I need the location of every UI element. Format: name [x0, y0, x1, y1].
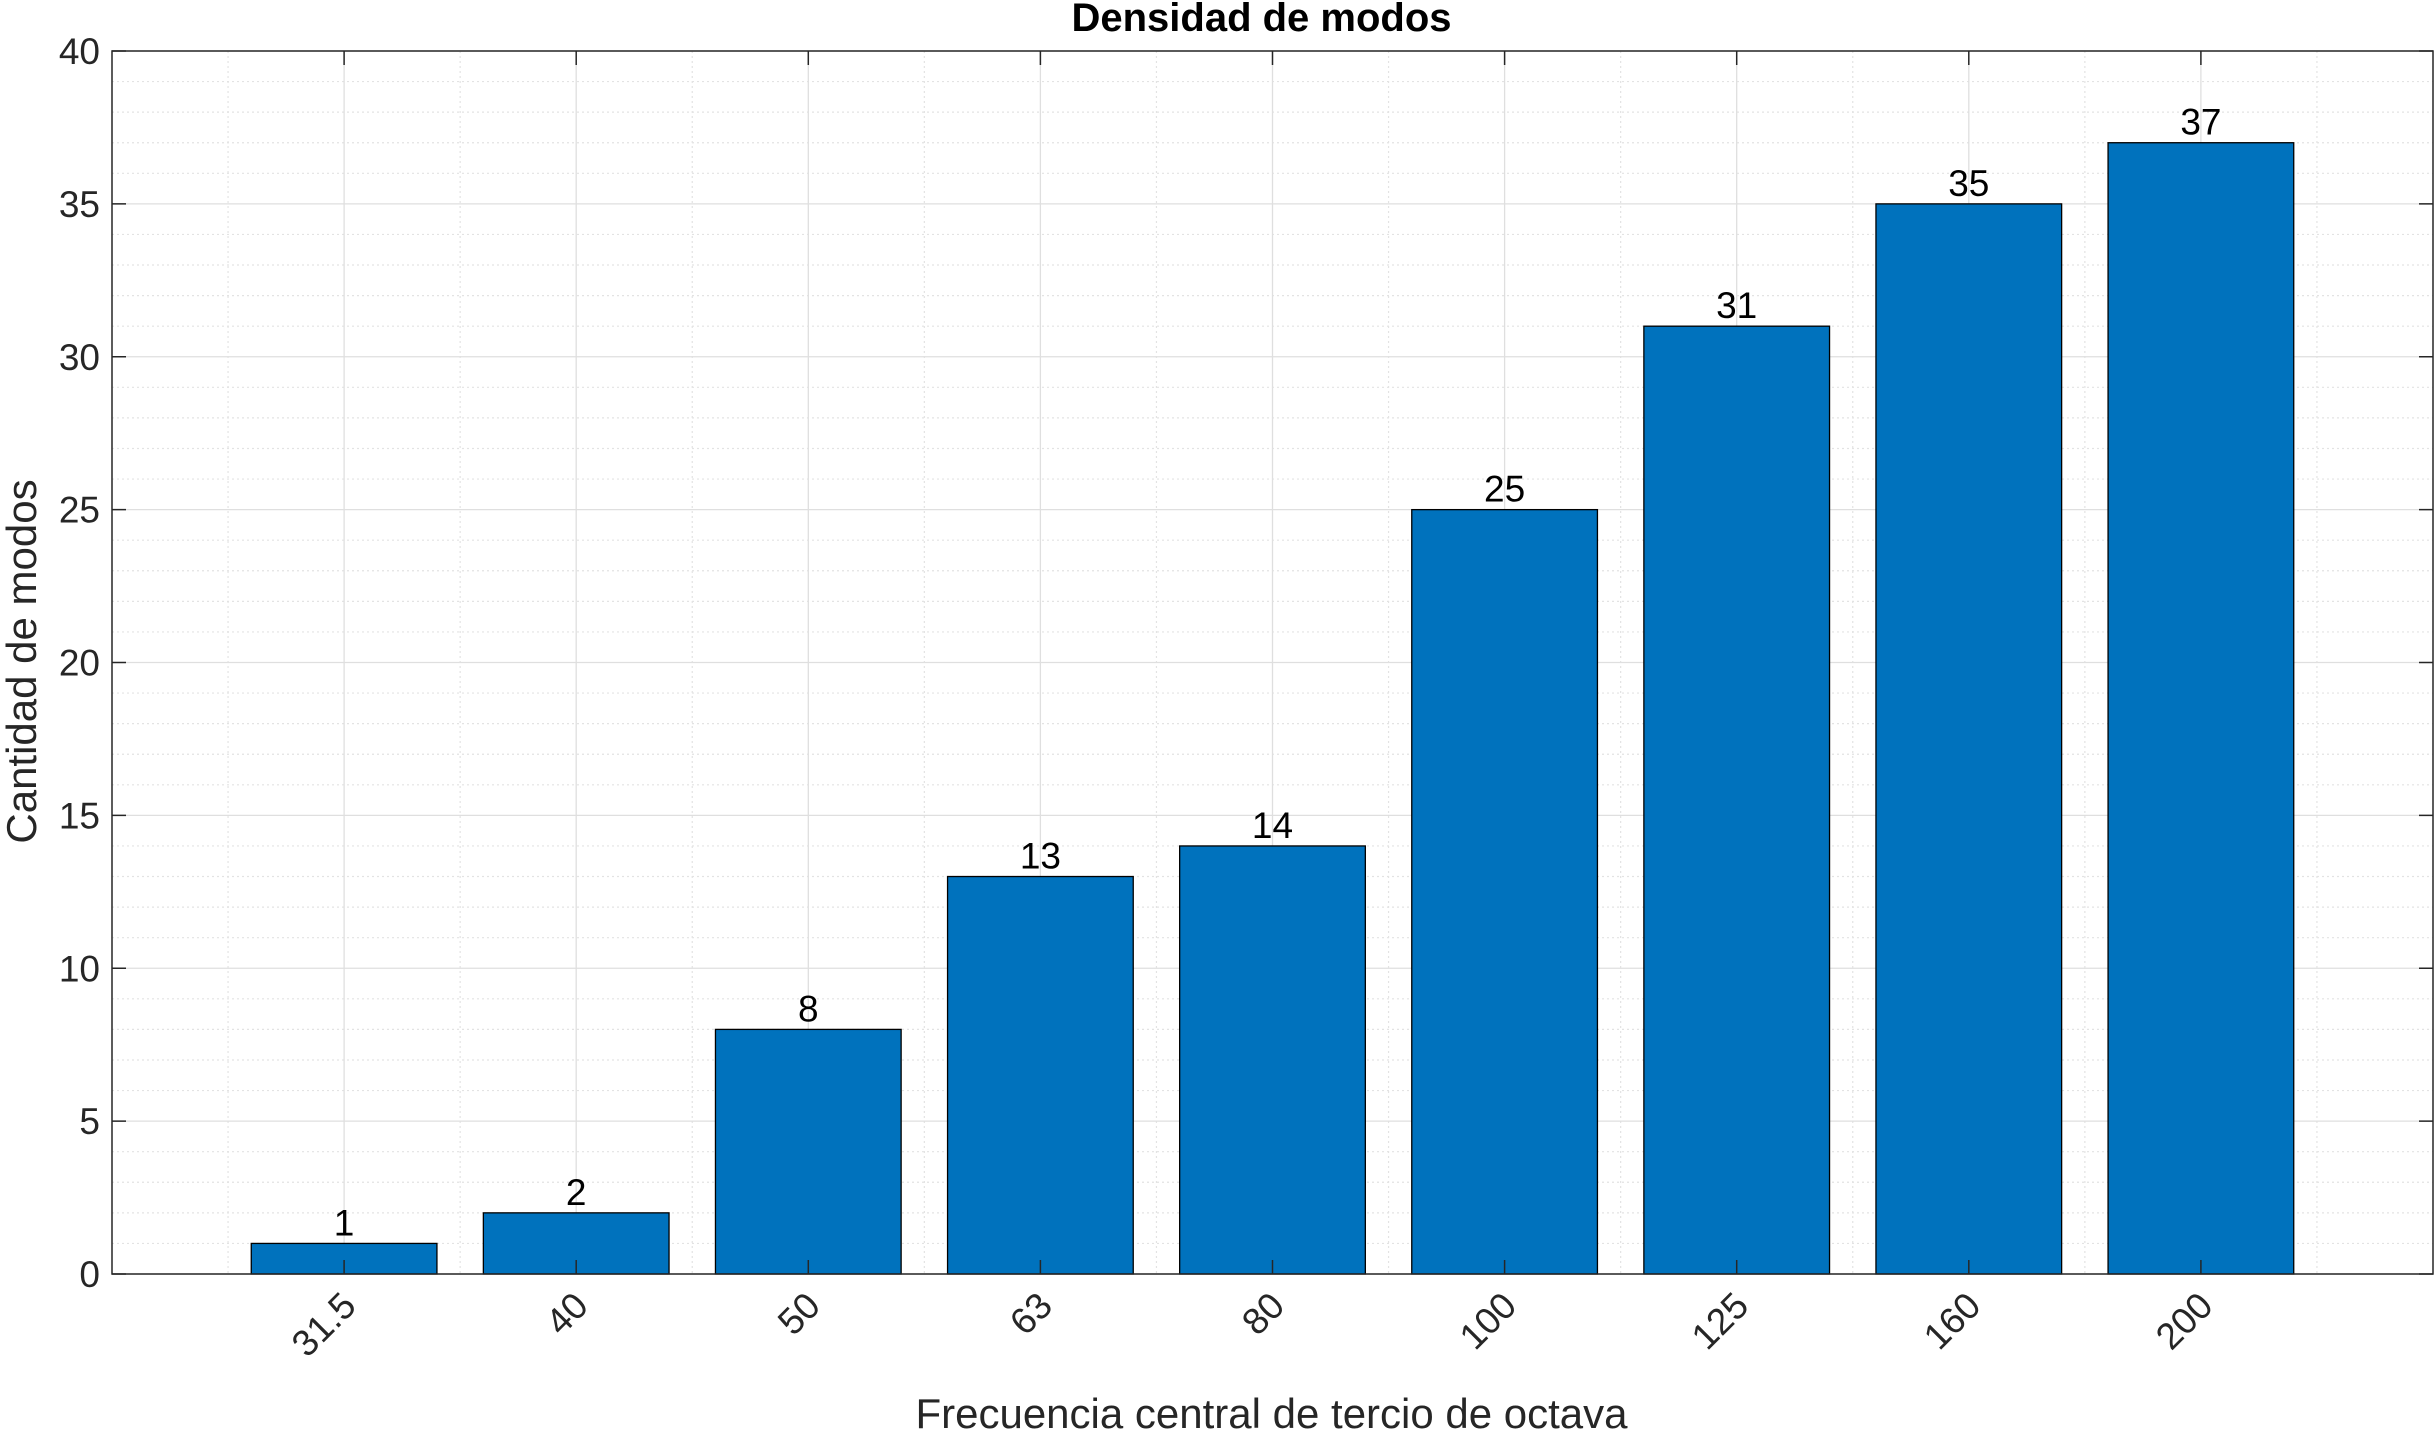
axis-ticks: [112, 50, 2433, 1275]
data-label: 2: [566, 1172, 587, 1213]
x-tick-label: 50: [770, 1285, 828, 1343]
y-tick-labels: 0 5 10 15 20 25 30 35 40: [59, 31, 100, 1295]
bar-63: [946, 875, 1134, 1275]
y-tick-label: 35: [59, 184, 100, 225]
x-tick-label: 160: [1916, 1285, 1989, 1358]
bar-125: [1643, 325, 1831, 1275]
bar-80: [1179, 845, 1366, 1275]
y-tick-label: 20: [59, 643, 100, 684]
x-axis-label: Frecuencia central de tercio de octava: [915, 1390, 1628, 1432]
data-label: 37: [2180, 102, 2221, 143]
x-tick-label: 63: [1002, 1285, 1060, 1343]
data-label: 8: [798, 988, 819, 1029]
bar-160: [1875, 203, 2063, 1275]
data-labels: 1 2 8 13 14 25 31 35 37: [334, 102, 2222, 1244]
data-label: 31: [1716, 285, 1757, 326]
y-tick-label: 30: [59, 337, 100, 378]
y-tick-label: 5: [79, 1101, 100, 1142]
data-label: 13: [1020, 836, 1061, 877]
bar-40: [482, 1212, 670, 1275]
y-axis-label: Cantidad de modos: [0, 479, 45, 843]
x-tick-label: 100: [1452, 1285, 1525, 1358]
y-tick-label: 40: [59, 31, 100, 72]
bar-200: [2107, 142, 2295, 1275]
x-tick-label: 31.5: [284, 1285, 364, 1365]
data-label: 14: [1252, 805, 1293, 846]
bars: [250, 142, 2295, 1275]
bar-50: [714, 1028, 902, 1275]
x-tick-label: 125: [1684, 1285, 1757, 1358]
chart-title: Densidad de modos: [1071, 0, 1451, 40]
x-tick-label: 40: [538, 1285, 596, 1343]
x-tick-labels: 31.5 40 50 63 80 100 125 160 200: [284, 1285, 2221, 1365]
y-tick-label: 0: [79, 1254, 100, 1295]
x-tick-label: 80: [1234, 1285, 1292, 1343]
y-tick-label: 10: [59, 948, 100, 989]
data-label: 25: [1484, 469, 1525, 510]
data-label: 1: [334, 1202, 355, 1243]
y-tick-label: 15: [59, 795, 100, 836]
data-label: 35: [1948, 163, 1989, 204]
x-tick-label: 200: [2148, 1285, 2221, 1358]
bar-100: [1411, 508, 1599, 1275]
y-tick-label: 25: [59, 490, 100, 531]
